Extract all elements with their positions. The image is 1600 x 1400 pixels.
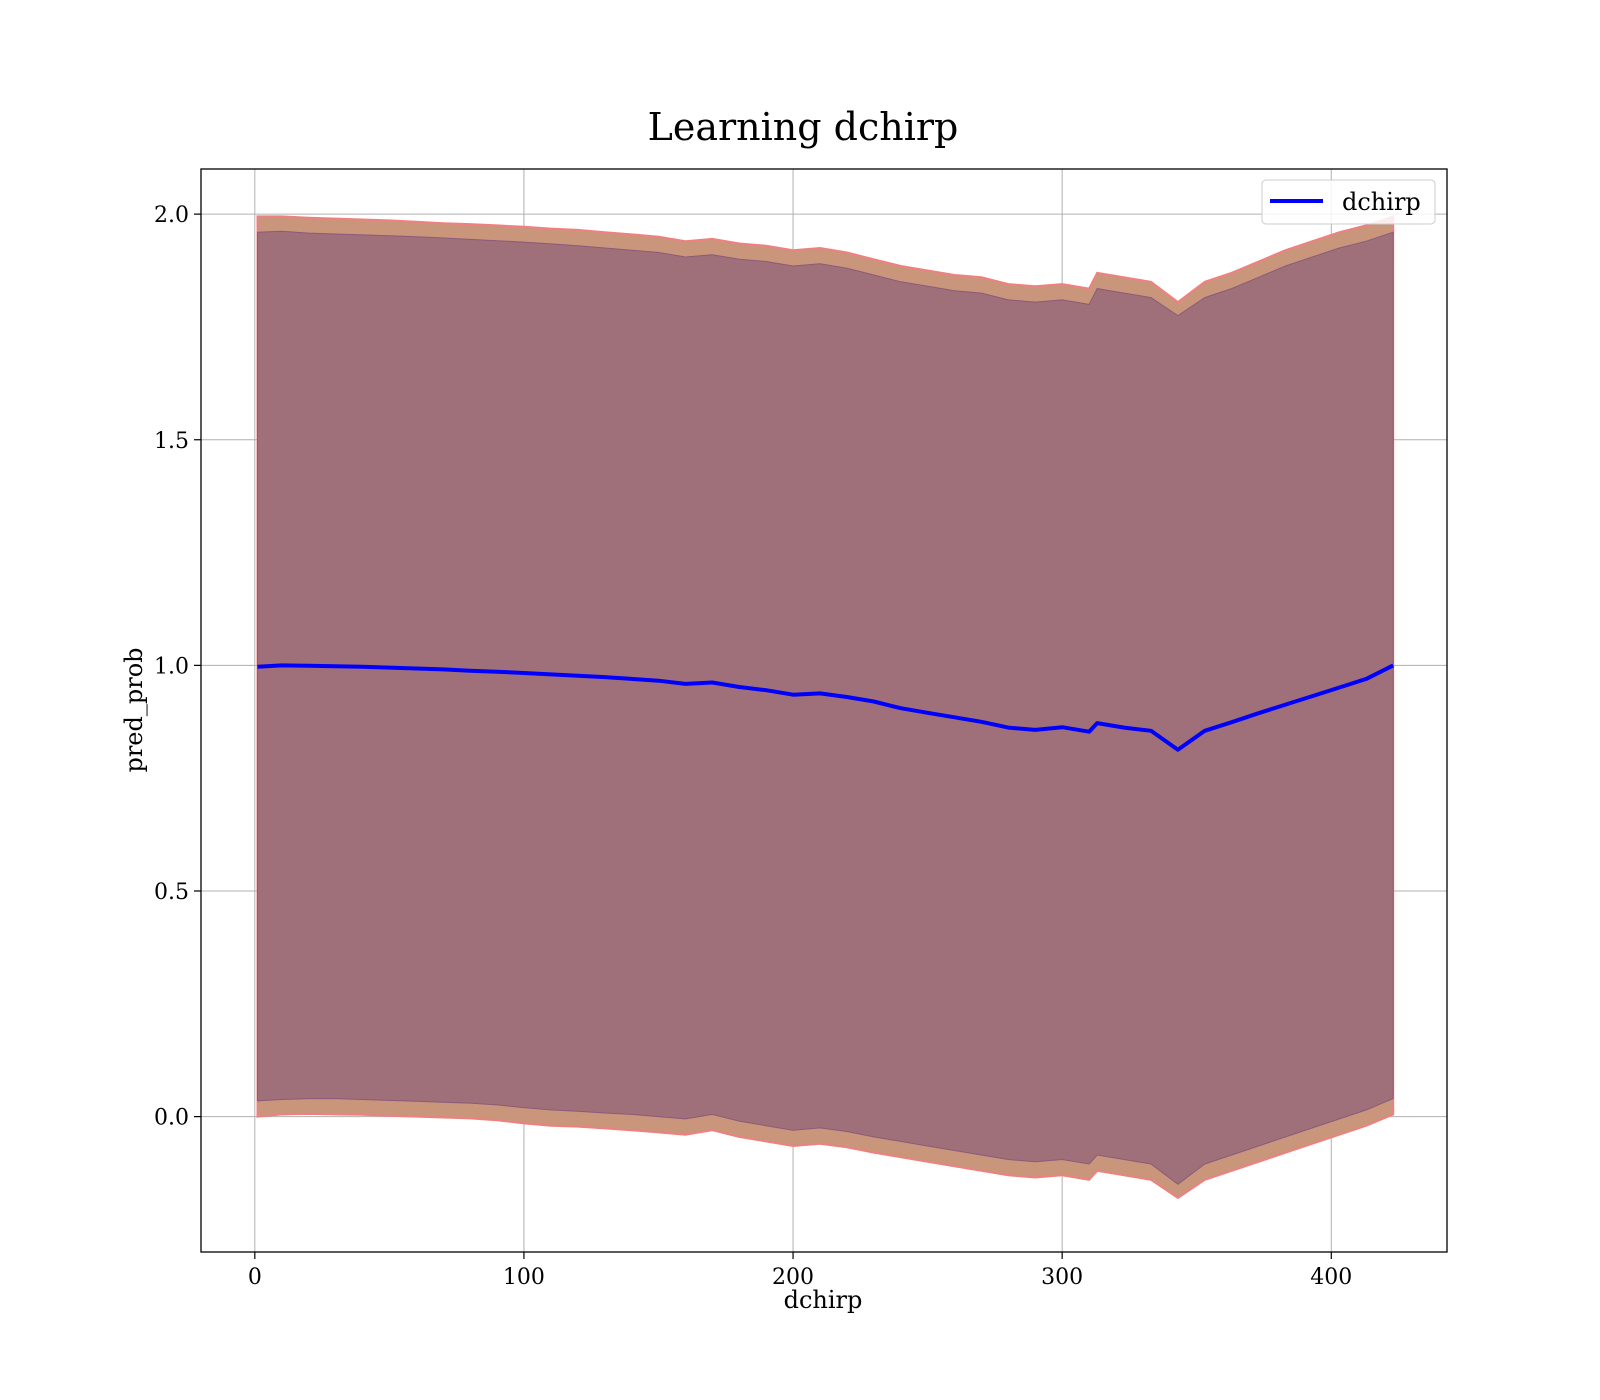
y-axis-label: pred_prob: [120, 647, 148, 772]
y-tick-label: 0.0: [154, 1106, 189, 1131]
y-axis-ticks: 0.0 0.5 1.0 1.5 2.0: [154, 203, 201, 1131]
x-axis-ticks: 0 100 200 300 400: [248, 1252, 1352, 1290]
x-tick-label: 100: [503, 1265, 545, 1290]
uncertainty-bands: [256, 215, 1395, 1200]
chart-title: Learning dchirp: [648, 105, 959, 149]
legend: dchirp: [1261, 179, 1436, 225]
y-tick-label: 1.5: [154, 429, 189, 454]
y-tick-label: 0.5: [154, 880, 189, 905]
y-tick-label: 2.0: [154, 203, 189, 228]
inner-confidence-band: [257, 230, 1394, 1185]
plot-frame: [200, 168, 1448, 1253]
series-line-dchirp: [257, 663, 1395, 752]
series-lines: [257, 663, 1395, 752]
x-tick-label: 300: [1041, 1265, 1083, 1290]
x-tick-label: 200: [772, 1265, 814, 1290]
x-tick-label: 400: [1310, 1265, 1352, 1290]
x-tick-label: 0: [248, 1265, 262, 1290]
legend-label: dchirp: [1342, 188, 1421, 216]
y-tick-label: 1.0: [154, 654, 189, 679]
x-axis-label: dchirp: [784, 1286, 863, 1314]
legend-box: [1261, 179, 1436, 225]
